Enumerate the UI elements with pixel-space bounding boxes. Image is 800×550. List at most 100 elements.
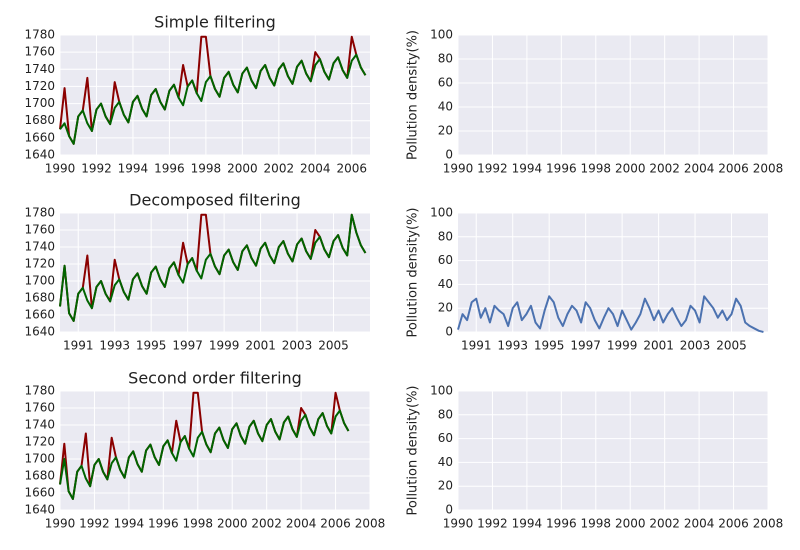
x-tick-label: 2000 [615, 517, 646, 531]
y-tick-label: 20 [438, 124, 453, 138]
x-tick-label: 1993 [497, 339, 528, 353]
y-tick-label: 20 [438, 301, 453, 315]
subplot-title: Second order filtering [128, 369, 302, 388]
y-tick-label: 1740 [24, 62, 55, 76]
x-tick-label: 2008 [753, 162, 784, 176]
x-tick-label: 2004 [684, 162, 715, 176]
y-tick-label: 1660 [24, 130, 55, 144]
x-tick-label: 1998 [581, 162, 612, 176]
x-tick-label: 1992 [81, 162, 112, 176]
y-tick-label: 60 [438, 253, 453, 267]
x-tick-label: 2006 [718, 162, 749, 176]
y-tick-label: 1660 [24, 308, 55, 322]
y-tick-label: 1760 [24, 223, 55, 237]
plot-background [458, 213, 768, 332]
x-tick-label: 2005 [716, 339, 747, 353]
y-tick-label: 1640 [24, 325, 55, 339]
x-tick-label: 1996 [546, 517, 577, 531]
x-tick-label: 1997 [172, 339, 203, 353]
x-tick-label: 1997 [570, 339, 601, 353]
x-tick-label: 2004 [300, 162, 331, 176]
plot-background [60, 213, 370, 332]
x-tick-label: 1990 [45, 162, 76, 176]
x-tick-label: 1991 [461, 339, 492, 353]
x-tick-label: 2004 [684, 517, 715, 531]
data-line [59, 409, 350, 500]
x-tick-label: 1992 [477, 162, 508, 176]
y-tick-label: 60 [438, 76, 453, 90]
x-tick-label: 2005 [318, 339, 349, 353]
y-tick-label: 20 [438, 479, 453, 493]
y-tick-label: 1740 [24, 240, 55, 254]
y-tick-label: 1660 [24, 486, 55, 500]
plot-background [60, 35, 370, 155]
y-tick-label: 100 [430, 206, 453, 220]
y-tick-label: 1780 [24, 206, 55, 220]
x-tick-label: 1990 [443, 162, 474, 176]
y-axis-label: Pollution density(%) [406, 208, 421, 338]
y-tick-label: 1680 [24, 469, 55, 483]
x-tick-label: 1998 [581, 517, 612, 531]
y-tick-label: 1760 [24, 401, 55, 415]
subplot-title: Simple filtering [154, 13, 276, 32]
x-tick-label: 1996 [546, 162, 577, 176]
x-tick-label: 2002 [649, 162, 680, 176]
y-axis-label: Pollution density(%) [406, 386, 421, 516]
x-tick-label: 2001 [245, 339, 276, 353]
x-tick-label: 2000 [615, 162, 646, 176]
y-tick-label: 1720 [24, 435, 55, 449]
x-tick-label: 1995 [136, 339, 167, 353]
x-tick-label: 1990 [45, 517, 76, 531]
x-tick-label: 2006 [320, 517, 351, 531]
y-tick-label: 1700 [24, 274, 55, 288]
x-tick-label: 2006 [336, 162, 367, 176]
y-tick-label: 40 [438, 100, 453, 114]
y-tick-label: 1720 [24, 79, 55, 93]
plot-background [458, 391, 768, 510]
y-tick-label: 1780 [24, 28, 55, 42]
y-tick-label: 1640 [24, 148, 55, 162]
x-tick-label: 2000 [217, 517, 248, 531]
data-line [59, 53, 367, 145]
x-tick-label: 1998 [183, 517, 214, 531]
x-tick-label: 1994 [512, 162, 543, 176]
y-tick-label: 40 [438, 277, 453, 291]
x-tick-label: 1996 [148, 517, 179, 531]
x-tick-label: 1994 [512, 517, 543, 531]
x-tick-label: 1993 [99, 339, 130, 353]
x-tick-label: 2006 [718, 517, 749, 531]
y-tick-label: 80 [438, 407, 453, 421]
x-tick-label: 1995 [534, 339, 565, 353]
y-tick-label: 1760 [24, 45, 55, 59]
y-tick-label: 0 [445, 325, 453, 339]
subplot-title: Decomposed filtering [129, 191, 301, 210]
y-tick-label: 1740 [24, 418, 55, 432]
y-tick-label: 0 [445, 503, 453, 517]
y-tick-label: 1680 [24, 113, 55, 127]
y-tick-label: 1700 [24, 96, 55, 110]
y-tick-label: 80 [438, 52, 453, 66]
y-tick-label: 80 [438, 229, 453, 243]
x-tick-label: 1991 [63, 339, 94, 353]
x-tick-label: 1992 [477, 517, 508, 531]
x-tick-label: 2002 [251, 517, 282, 531]
y-tick-label: 1720 [24, 257, 55, 271]
plot-background [60, 391, 370, 510]
x-tick-label: 2003 [282, 339, 313, 353]
x-tick-label: 2000 [227, 162, 258, 176]
x-tick-label: 2008 [355, 517, 386, 531]
x-tick-label: 1992 [79, 517, 110, 531]
x-tick-label: 1994 [118, 162, 149, 176]
y-tick-label: 1700 [24, 452, 55, 466]
x-tick-label: 2002 [649, 517, 680, 531]
x-tick-label: 1998 [191, 162, 222, 176]
y-tick-label: 1640 [24, 503, 55, 517]
x-tick-label: 2001 [643, 339, 674, 353]
y-tick-label: 40 [438, 455, 453, 469]
y-axis-label: Pollution density(%) [406, 30, 421, 160]
x-tick-label: 2004 [286, 517, 317, 531]
y-tick-label: 60 [438, 431, 453, 445]
y-tick-label: 100 [430, 28, 453, 42]
data-line [457, 295, 764, 333]
